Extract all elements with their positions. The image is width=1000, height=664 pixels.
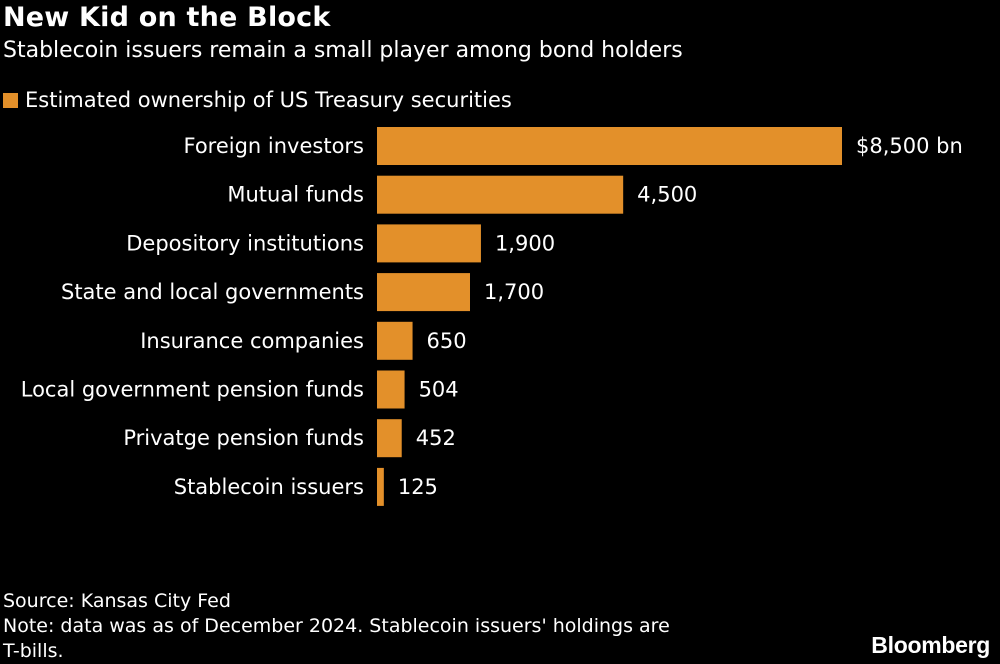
chart-subtitle: Stablecoin issuers remain a small player… [3,38,683,63]
legend-label: Estimated ownership of US Treasury secur… [25,88,512,112]
bar-chart: Foreign investors $8,500 bn Mutual funds 4,… [21,127,963,506]
bar [377,467,384,506]
bloomberg-logo: Bloomberg [871,632,990,658]
bar [377,370,405,409]
bar [377,175,624,214]
bar [377,419,402,458]
value-label: 1,900 [495,231,555,255]
data-note-line-1: Note: data was as of December 2024. Stab… [3,615,670,637]
category-label: Depository institutions [126,231,364,255]
bar [377,224,481,263]
category-label: Local government pension funds [21,378,364,402]
value-label: 1,700 [484,280,544,304]
category-label: Foreign investors [183,134,364,158]
value-label: $8,500 bn [856,134,963,158]
value-label: 504 [419,378,459,402]
value-label: 125 [398,475,438,499]
bar [377,127,842,165]
data-note-line-2: T-bills. [3,640,64,662]
legend-swatch [3,92,18,108]
category-label: Privatge pension funds [123,426,364,450]
footer: Source: Kansas City Fed Note: data was a… [3,589,753,664]
value-label: 4,500 [637,183,697,207]
category-label: Mutual funds [227,183,364,207]
chart-title: New Kid on the Block [3,2,331,33]
value-label: 452 [416,426,456,450]
bar [377,321,413,360]
legend: Estimated ownership of US Treasury secur… [3,86,512,114]
category-label: Stablecoin issuers [174,475,364,499]
category-label: State and local governments [61,280,364,304]
category-label: Insurance companies [140,329,364,353]
source-note: Source: Kansas City Fed [3,590,231,612]
value-label: 650 [427,329,467,353]
bar [377,273,470,312]
